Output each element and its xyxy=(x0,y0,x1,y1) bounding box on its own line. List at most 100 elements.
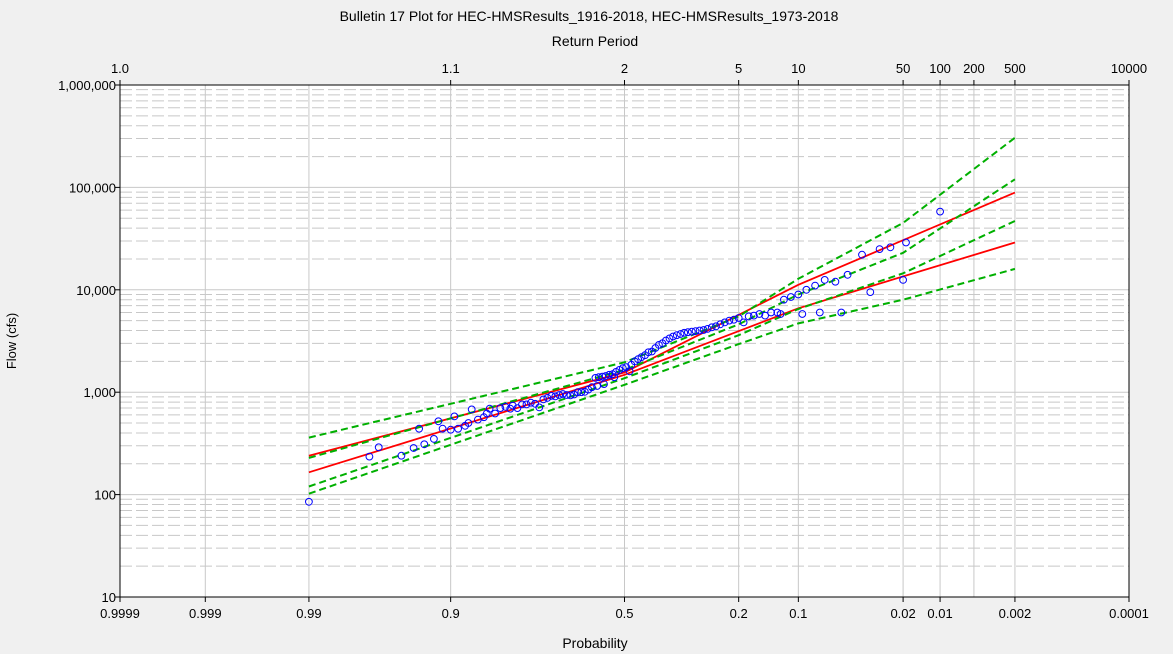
observed-point xyxy=(858,250,866,259)
observed-point xyxy=(644,348,653,357)
observed-point xyxy=(767,308,775,317)
observed-point xyxy=(886,243,895,252)
observed-point xyxy=(776,310,785,318)
observed-point xyxy=(566,391,575,400)
y-tick-label: 10,000 xyxy=(76,283,116,298)
observed-point xyxy=(699,326,708,334)
grid-lines xyxy=(120,85,1129,597)
observed-point xyxy=(902,238,910,247)
computed-curve-line xyxy=(308,241,1016,474)
x-tick-label: 0.999 xyxy=(189,606,222,621)
y-tick-label: 1,000,000 xyxy=(58,78,116,93)
top-tick-label: 2 xyxy=(621,61,628,76)
confidence-limit-line xyxy=(308,220,1016,488)
observed-point xyxy=(695,326,704,335)
x-tick-label: 0.0001 xyxy=(1109,606,1149,621)
observed-point xyxy=(577,388,586,397)
observed-point xyxy=(787,293,795,301)
observed-point xyxy=(485,404,494,413)
observed-point xyxy=(875,245,884,254)
y-tick-label: 10 xyxy=(102,590,116,605)
x-tick-label: 0.1 xyxy=(789,606,807,621)
top-tick-label: 50 xyxy=(896,61,910,76)
observed-point xyxy=(600,380,608,389)
observed-point xyxy=(430,435,438,443)
confidence-limit-line xyxy=(308,178,1016,459)
observed-point xyxy=(467,405,476,414)
x-tick-label: 0.01 xyxy=(927,606,952,621)
observed-point xyxy=(446,425,455,434)
observed-point xyxy=(843,270,852,279)
observed-point xyxy=(397,451,406,460)
observed-points xyxy=(305,207,944,506)
confidence-limit-line xyxy=(308,267,1016,495)
observed-point xyxy=(450,412,459,421)
observed-point xyxy=(936,207,944,216)
observed-point xyxy=(527,398,535,407)
top-tick-label: 100 xyxy=(929,61,951,76)
observed-point xyxy=(543,394,552,402)
observed-point xyxy=(496,404,505,413)
y-tick-label: 100 xyxy=(94,488,116,503)
observed-point xyxy=(691,327,700,336)
observed-point xyxy=(605,370,614,379)
observed-point xyxy=(618,364,627,373)
observed-point xyxy=(454,424,463,433)
observed-point xyxy=(725,316,734,325)
top-tick-label: 200 xyxy=(963,61,985,76)
observed-point xyxy=(761,311,769,320)
x-axis-title: Probability xyxy=(562,635,627,651)
observed-point xyxy=(409,444,418,452)
top-tick-label: 10000 xyxy=(1111,61,1147,76)
observed-point xyxy=(415,424,424,433)
observed-point xyxy=(547,392,556,400)
observed-point xyxy=(712,322,720,331)
observed-point xyxy=(750,311,758,320)
observed-point xyxy=(687,327,696,336)
observed-point xyxy=(837,308,846,317)
top-tick-label: 500 xyxy=(1004,61,1026,76)
observed-point xyxy=(669,332,677,341)
observed-point xyxy=(794,290,803,299)
observed-point xyxy=(703,325,712,333)
observed-point xyxy=(734,314,743,322)
observed-point xyxy=(755,310,764,318)
observed-point xyxy=(672,331,681,340)
top-tick-label: 1.1 xyxy=(442,61,460,76)
x-tick-label: 0.5 xyxy=(615,606,633,621)
observed-point xyxy=(707,323,716,332)
top-axis-title: Return Period xyxy=(552,33,638,49)
confidence-limit-line xyxy=(308,137,1016,439)
observed-point xyxy=(501,402,510,411)
observed-point xyxy=(680,328,689,337)
observed-point xyxy=(716,320,725,329)
observed-point xyxy=(593,382,601,390)
chart-title: Bulletin 17 Plot for HEC-HMSResults_1916… xyxy=(340,8,839,24)
observed-point xyxy=(562,391,571,399)
observed-point xyxy=(305,497,313,506)
observed-point xyxy=(491,409,500,418)
observed-point xyxy=(374,443,383,452)
observed-point xyxy=(518,400,526,409)
observed-point xyxy=(551,392,560,401)
observed-point xyxy=(798,310,807,318)
top-tick-label: 10 xyxy=(791,61,805,76)
observed-point xyxy=(739,318,748,327)
observed-point xyxy=(365,452,374,461)
observed-point xyxy=(730,315,738,324)
observed-point xyxy=(588,383,596,392)
observed-point xyxy=(539,395,548,404)
y-tick-label: 1,000 xyxy=(83,385,116,400)
observed-point xyxy=(780,295,788,304)
x-tick-label: 0.99 xyxy=(296,606,321,621)
observed-point xyxy=(522,400,531,409)
observed-point xyxy=(464,419,473,427)
observed-point xyxy=(899,276,907,284)
y-tick-label: 100,000 xyxy=(69,180,116,195)
observed-point xyxy=(811,281,819,290)
observed-point xyxy=(601,372,610,380)
x-tick-label: 0.9 xyxy=(442,606,460,621)
observed-point xyxy=(744,312,753,321)
observed-point xyxy=(598,372,607,381)
